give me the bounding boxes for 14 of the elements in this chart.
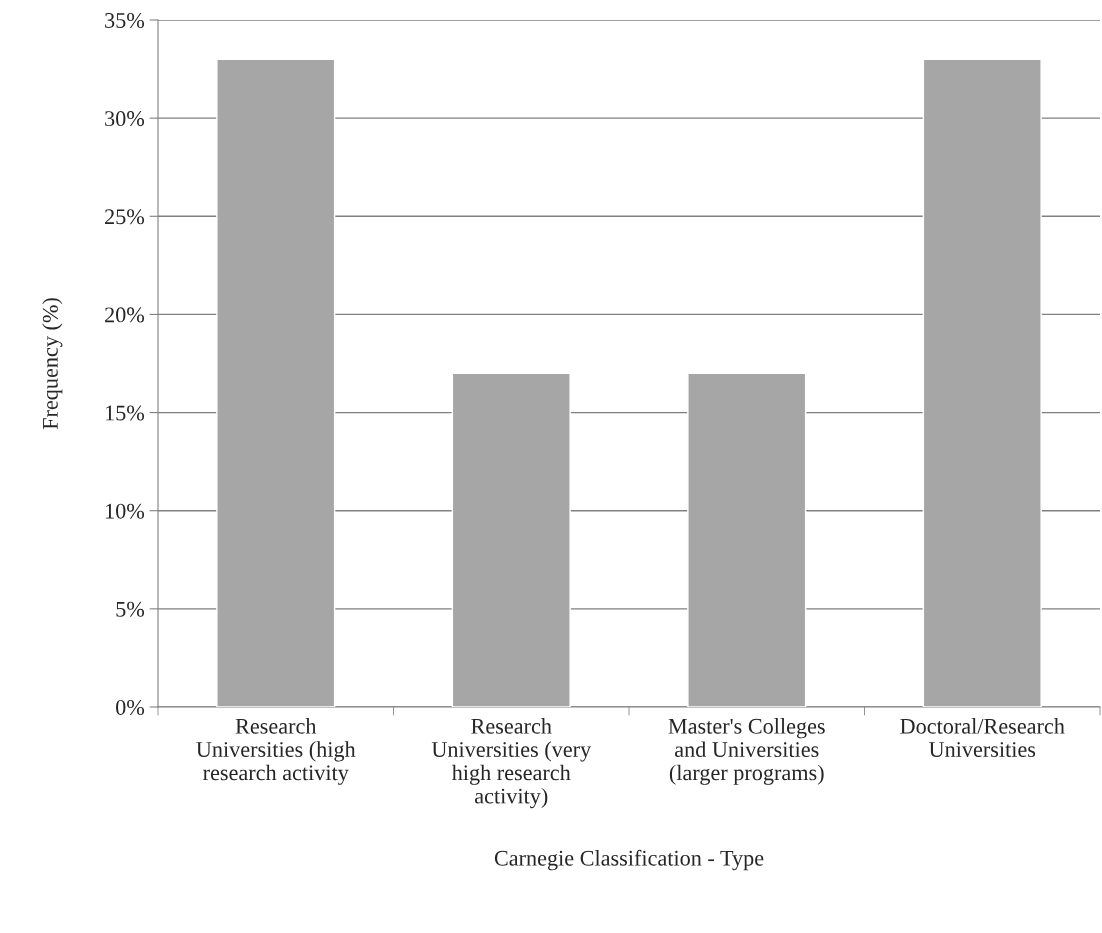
- y-tick-label: 30%: [105, 111, 145, 127]
- y-tick-label: 35%: [105, 12, 145, 28]
- y-tick-label: 20%: [105, 307, 145, 323]
- x-tick-label: Research Universities (high research activity: [196, 718, 356, 785]
- x-tick-label: Doctoral/Research Universities: [900, 718, 1065, 757]
- x-axis-title: Carnegie Classification - Type: [494, 849, 764, 871]
- x-tick-label: Research Universities (very high research activity): [431, 718, 592, 809]
- y-tick-label: 25%: [105, 209, 145, 225]
- x-tick-label: Master's Colleges and Universities (larger programs): [668, 718, 825, 785]
- y-tick-label: 0%: [116, 699, 145, 715]
- y-axis-title: Frequency (%): [42, 298, 63, 430]
- y-tick-label: 10%: [106, 503, 145, 519]
- y-tick-label: 5%: [116, 601, 145, 617]
- y-tick-label: 15%: [106, 405, 145, 421]
